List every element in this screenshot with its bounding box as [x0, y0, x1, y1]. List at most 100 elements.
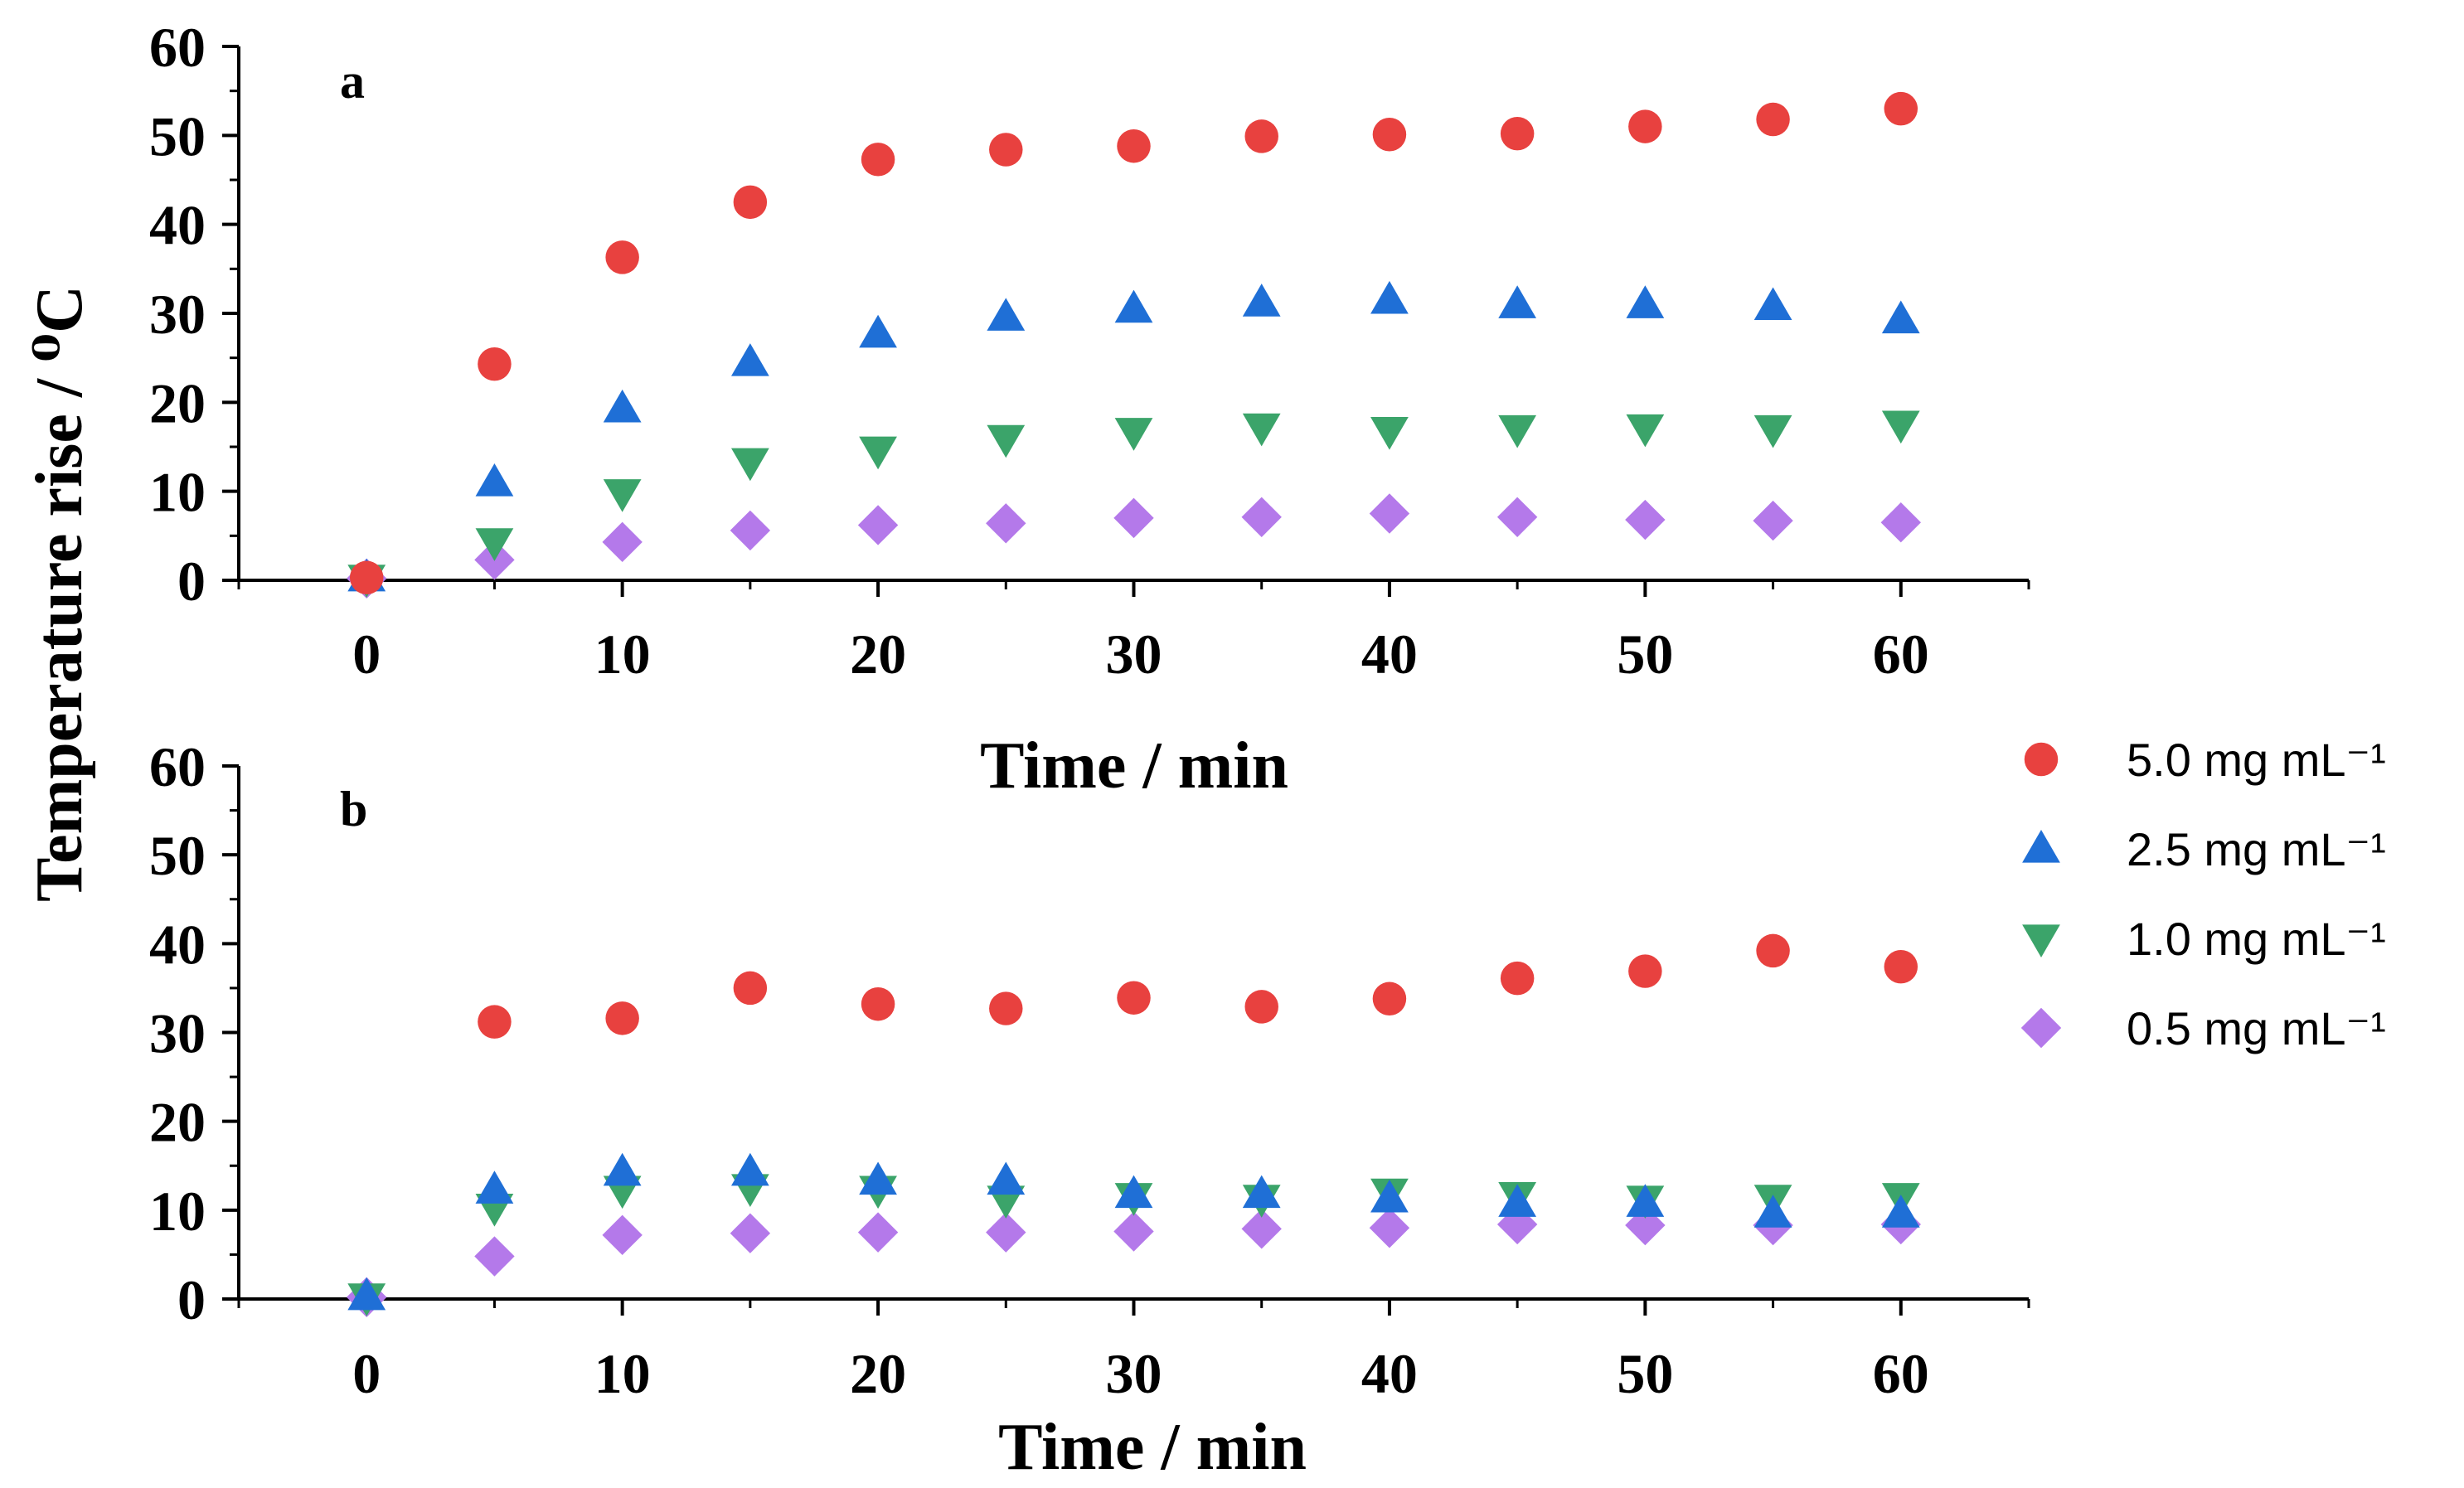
data-point: [1881, 410, 1920, 444]
panel-label: a: [340, 54, 365, 109]
y-tick-label: 10: [149, 461, 206, 524]
y-tick-label: 50: [149, 104, 206, 167]
data-point: [1241, 497, 1282, 537]
data-point: [1369, 1208, 1410, 1248]
data-point: [1884, 949, 1918, 984]
data-point: [1498, 1184, 1537, 1217]
data-point: [1113, 497, 1154, 539]
data-point: [1372, 981, 1407, 1016]
data-point: [1244, 990, 1278, 1024]
x-axis-title: Time / min: [998, 1411, 1307, 1484]
x-tick-label: 10: [594, 623, 651, 686]
x-tick-label: 20: [850, 623, 906, 686]
data-point: [1881, 1195, 1920, 1228]
series-circle: [349, 91, 1918, 595]
data-point: [857, 1212, 899, 1253]
data-point: [602, 1214, 643, 1256]
data-point: [1114, 418, 1153, 451]
legend-marker: [2022, 924, 2060, 957]
data-point: [475, 463, 514, 497]
data-point: [1626, 414, 1665, 448]
x-tick-label: 0: [352, 623, 381, 686]
data-point: [1372, 118, 1407, 152]
x-tick-label: 10: [594, 1342, 651, 1405]
x-tick-label: 20: [850, 1342, 906, 1405]
x-tick-label: 0: [352, 1342, 381, 1405]
y-tick-label: 20: [149, 1091, 206, 1154]
data-point: [474, 1236, 515, 1277]
data-point: [1370, 1179, 1409, 1213]
data-point: [1880, 502, 1921, 543]
panel-label: b: [340, 782, 367, 836]
data-point: [605, 240, 639, 274]
data-point: [1753, 414, 1792, 448]
y-tick-label: 60: [149, 735, 206, 798]
x-tick-label: 60: [1873, 1342, 1929, 1405]
data-point: [1753, 500, 1793, 541]
data-point: [1500, 961, 1535, 996]
data-point: [478, 1005, 512, 1039]
data-point: [347, 1277, 386, 1311]
data-point: [1626, 1184, 1665, 1217]
panel-b: 0 10 20 30 40 50 60 0 10 20 30 40 50 60 Time / min b: [149, 735, 2030, 1484]
data-point: [1369, 493, 1410, 534]
data-point: [1628, 109, 1662, 143]
data-point: [1626, 285, 1665, 318]
x-tick-label: 40: [1361, 1342, 1418, 1405]
x-axis-title: Time / min: [980, 729, 1288, 802]
y-tick-label: 0: [177, 1268, 206, 1331]
data-point: [861, 986, 895, 1021]
data-point: [1753, 287, 1792, 321]
legend-label: 0.5 mg mL⁻¹: [2127, 1002, 2386, 1054]
data-point: [603, 389, 642, 423]
data-point: [1113, 1211, 1154, 1252]
y-axis-title-group: Temperature rise / ⁰C: [23, 285, 96, 902]
x-tick-label: 60: [1873, 623, 1929, 686]
y-tick-label: 30: [149, 1002, 206, 1065]
y-tick-label: 50: [149, 824, 206, 887]
data-point: [989, 991, 1023, 1025]
data-point: [1756, 102, 1790, 137]
data-point: [1498, 285, 1537, 318]
data-point: [1114, 1175, 1153, 1209]
data-point: [987, 298, 1026, 331]
data-point: [1753, 1195, 1792, 1228]
data-point: [602, 521, 643, 563]
data-point: [1625, 499, 1666, 540]
data-point: [1370, 417, 1409, 450]
data-point: [733, 971, 768, 1006]
legend: 5.0 mg mL⁻¹ 2.5 mg mL⁻¹ 1.0 mg mL⁻¹ 0.5 mg …: [2020, 734, 2386, 1054]
data-point: [986, 1212, 1026, 1253]
legend-label: 2.5 mg mL⁻¹: [2127, 823, 2386, 875]
data-point: [730, 1213, 771, 1253]
data-point: [733, 185, 768, 220]
data-point: [989, 133, 1023, 167]
series-triangle-up: [347, 1152, 1920, 1311]
data-point: [603, 479, 642, 512]
data-point: [475, 528, 514, 561]
legend-label: 1.0 mg mL⁻¹: [2127, 913, 2386, 965]
data-point: [478, 347, 512, 381]
data-point: [1628, 954, 1662, 988]
data-point: [349, 560, 384, 595]
data-point: [859, 314, 897, 348]
y-tick-label: 0: [177, 550, 206, 613]
data-point: [1884, 91, 1918, 126]
data-point: [1756, 933, 1790, 968]
y-tick-label: 40: [149, 913, 206, 976]
legend-label: 5.0 mg mL⁻¹: [2127, 734, 2386, 786]
x-tick-label: 40: [1361, 623, 1418, 686]
data-point: [1117, 981, 1151, 1015]
legend-marker: [2022, 830, 2060, 863]
y-axis-title: Temperature rise / ⁰C: [23, 285, 96, 902]
x-tick-label: 30: [1106, 623, 1162, 686]
data-point: [859, 436, 897, 470]
data-point: [1114, 289, 1153, 323]
data-point: [1244, 119, 1278, 153]
data-point: [730, 448, 769, 482]
panel-a: 0 10 20 30 40 50 60 0 10 20 30 40 50 60 Time / min a: [149, 16, 2030, 802]
data-point: [730, 510, 771, 551]
data-point: [730, 343, 769, 376]
y-tick-label: 60: [149, 16, 206, 79]
